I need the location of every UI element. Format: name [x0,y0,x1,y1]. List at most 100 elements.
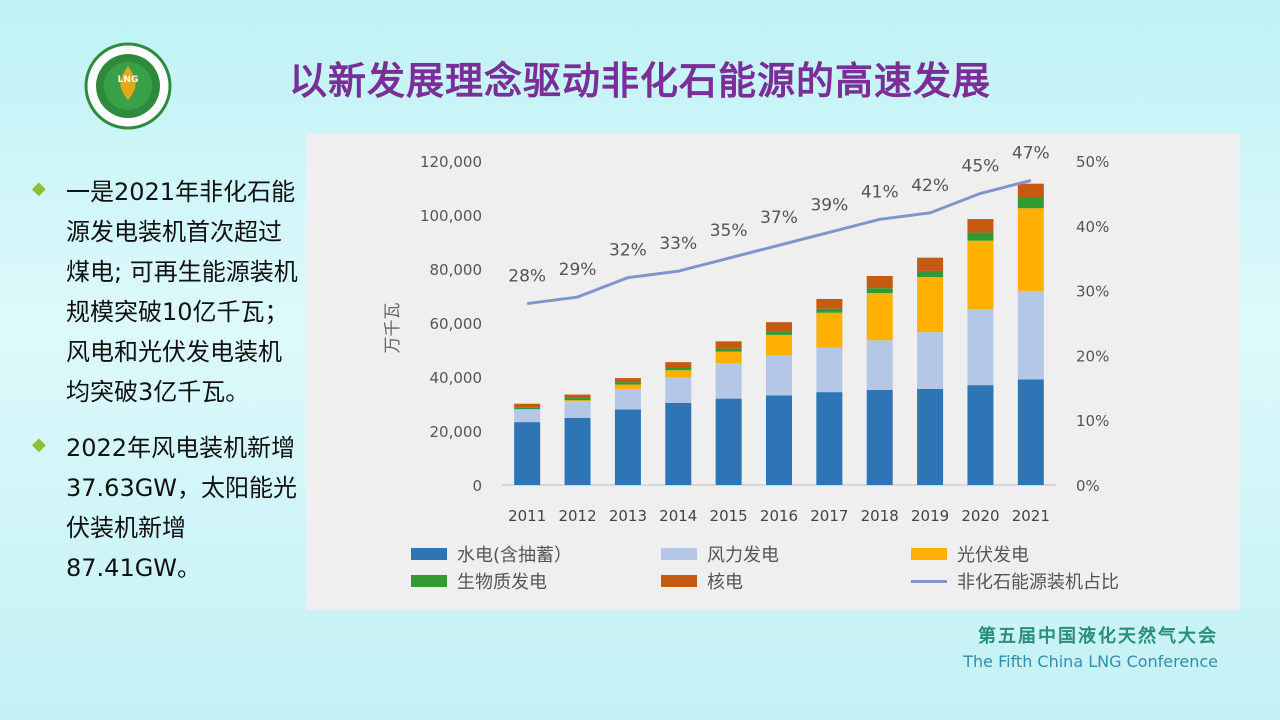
legend-item-share-line: 非化石能源装机占比 [911,570,1119,593]
y-tick-label: 80,000 [430,261,483,279]
bar-segment [715,341,742,349]
bar-segment [917,270,944,278]
bar-segment [1017,197,1044,209]
bar-segment [766,334,792,356]
bar-segment [766,322,792,332]
y-tick-label: 100,000 [420,207,482,225]
bar-segment [917,277,944,333]
bar-segment [766,331,792,335]
bar-segment [514,409,541,410]
legend-label: 水电(含抽蓄） [457,545,573,566]
legend-label: 光伏发电 [957,545,1029,566]
legend-label: 核电 [707,572,743,593]
x-tick-label: 2020 [961,507,999,525]
bar-segment [564,417,591,485]
conference-logo: LNG [84,42,172,130]
x-tick-label: 2021 [1012,507,1050,525]
bar-segment [766,355,792,396]
share-data-label: 32% [609,241,647,261]
bar-segment [614,382,641,385]
diamond-icon: ◆ [32,434,46,455]
bar-segment [614,388,641,410]
y2-tick-label: 0% [1076,477,1100,495]
y2-tick-label: 20% [1076,347,1109,365]
legend-swatch [411,548,447,560]
bar-segment [766,395,792,485]
bar-segment [816,392,843,485]
diamond-icon: ◆ [32,178,46,199]
bar-segment [514,409,541,423]
bar-segment [564,394,591,399]
x-tick-label: 2015 [710,507,748,525]
bullet-text: 一是2021年非化石能源发电装机首次超过煤电; 可再生能源装机规模突破10亿千瓦… [66,178,298,406]
legend-item-solar: 光伏发电 [911,543,1029,566]
legend-line [911,579,947,583]
bar-segment [514,407,541,410]
bar-segment [917,388,944,485]
y2-tick-label: 50% [1076,153,1109,171]
bar-segment [564,400,591,402]
legend-swatch [911,548,947,560]
share-data-label: 29% [559,260,597,280]
share-data-label: 47% [1012,143,1050,163]
footer-en: The Fifth China LNG Conference [963,652,1218,671]
x-tick-label: 2013 [609,507,647,525]
legend-label: 风力发电 [707,545,779,566]
y2-tick-label: 30% [1076,283,1109,301]
legend-item-nuclear: 核电 [661,570,743,593]
bar-segment [866,389,893,485]
logo-center-text: LNG [118,75,139,85]
bar-segment [967,240,994,309]
x-tick-label: 2012 [558,507,596,525]
bar-segment [1017,208,1044,291]
y-tick-label: 0 [472,477,482,495]
chart-svg: 0 20,000 40,000 60,000 80,000 100,000 120,000 0… [383,143,1109,525]
bar-segment [614,378,641,383]
bar-segment [866,340,893,390]
bar-segment [514,422,541,485]
bar-segment [866,288,893,294]
legend-item-wind: 风力发电 [661,543,779,566]
bar-segment [564,398,591,401]
legend-item-biomass: 生物质发电 [411,570,547,593]
bar-segment [917,332,944,389]
y-tick-label: 40,000 [430,369,483,387]
bar-segment [816,298,843,309]
bar-segment [967,385,994,485]
legend-item-hydro: 水电(含抽蓄） [411,543,573,566]
bar-segment [967,308,994,386]
share-data-label: 39% [810,195,848,215]
bar-segment [1017,183,1044,198]
bullet-text: 2022年风电装机新增37.63GW，太阳能光伏装机新增87.41GW。 [66,434,298,582]
y-axis-label: 万千瓦 [383,303,403,354]
page-title: 以新发展理念驱动非化石能源的高速发展 [288,59,991,103]
bar-segment [715,351,742,364]
bar-segment [967,219,994,233]
bar-segment [715,363,742,399]
bar-segment [715,398,742,485]
bar-segment [816,308,843,313]
bar-segment [514,403,541,408]
y-tick-label: 20,000 [430,423,483,441]
bar-segment [665,362,692,368]
x-tick-label: 2017 [810,507,848,525]
x-tick-label: 2011 [508,507,546,525]
legend-swatch [661,548,697,560]
x-tick-label: 2018 [861,507,899,525]
bar-segment [816,312,843,348]
x-tick-label: 2016 [760,507,798,525]
y2-tick-label: 40% [1076,218,1109,236]
bar-segment [614,384,641,389]
bar-segment [665,367,692,371]
x-tick-label: 2014 [659,507,697,525]
bar-segment [816,347,843,393]
share-data-label: 28% [508,267,546,287]
bar-segment [665,370,692,377]
x-tick-label: 2019 [911,507,949,525]
bar-segment [917,257,944,271]
bullet-list: ◆ 一是2021年非化石能源发电装机首次超过煤电; 可再生能源装机规模突破10亿… [30,172,302,604]
bullet-item: ◆ 一是2021年非化石能源发电装机首次超过煤电; 可再生能源装机规模突破10亿… [30,172,302,412]
chart-panel: 0 20,000 40,000 60,000 80,000 100,000 120,000 0… [306,133,1240,610]
share-data-label: 37% [760,208,798,228]
share-data-label: 33% [659,234,697,254]
